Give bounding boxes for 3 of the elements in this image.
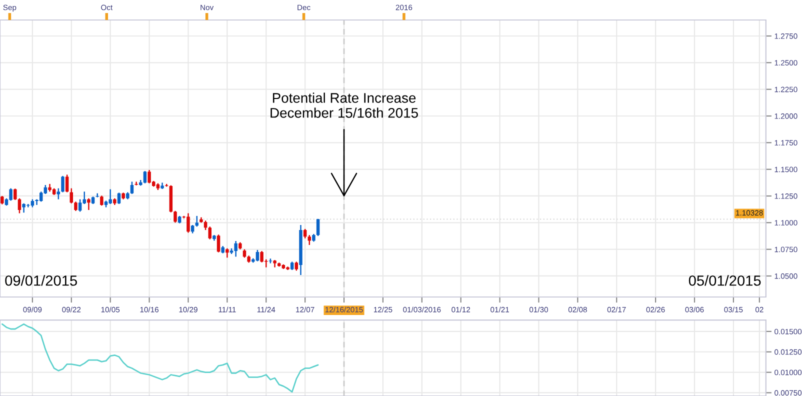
annotation: 05/01/2015 (688, 275, 761, 286)
annotation: 09/01/2015 (5, 275, 77, 286)
annotation: Potential Rate Increase December 15/16th 2015 (270, 92, 418, 118)
